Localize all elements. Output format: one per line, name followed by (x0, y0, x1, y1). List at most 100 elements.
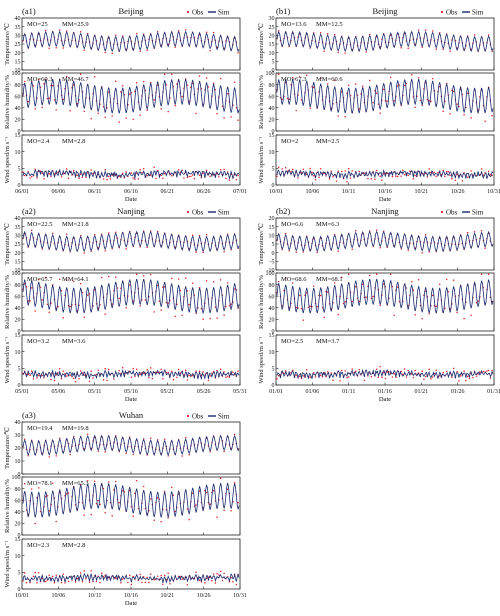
obs-point (172, 378, 175, 381)
obs-point (46, 494, 49, 497)
y-tick-label: 40 (15, 216, 21, 222)
obs-point (300, 307, 303, 310)
y-axis-label: Temperature/℃ (257, 223, 265, 265)
y-tick-label: 0 (272, 183, 275, 189)
x-tick-label: 06/11 (88, 189, 101, 195)
obs-point (277, 280, 280, 283)
obs-point (414, 106, 416, 109)
obs-point (375, 229, 378, 231)
x-tick-label: 10/11 (88, 593, 101, 599)
obs-point (118, 369, 120, 372)
obs-point (461, 180, 464, 182)
obs-point (487, 170, 490, 172)
y-tick-label: 60 (15, 94, 21, 100)
obs-point (163, 438, 166, 440)
y-axis-label: Wind speed/m s⁻¹ (258, 336, 265, 383)
obs-point (228, 179, 231, 181)
legend-sim-label: Sim (472, 209, 484, 217)
obs-point (104, 116, 106, 119)
obs-point (44, 29, 47, 32)
obs-point (58, 29, 61, 31)
obs-point (466, 176, 469, 178)
legend-obs-marker (440, 10, 444, 14)
obs-point (340, 276, 343, 279)
obs-point (396, 85, 399, 87)
obs-point (72, 170, 75, 172)
obs-point (29, 374, 31, 377)
obs-point (151, 377, 154, 380)
obs-point (433, 171, 436, 174)
obs-point (228, 305, 231, 307)
obs-point (64, 372, 66, 375)
obs-point (51, 482, 54, 485)
obs-point (223, 168, 225, 171)
obs-point (431, 294, 434, 297)
obs-point (451, 177, 453, 180)
obs-point (340, 369, 343, 372)
obs-point (237, 174, 239, 177)
obs-point (226, 375, 229, 378)
y-tick-label: 100 (266, 271, 275, 277)
obs-point (60, 377, 63, 380)
legend-obs-marker (440, 210, 444, 214)
obs-point (102, 178, 105, 180)
stat-mo: MO=6.6 (281, 221, 304, 228)
obs-point (23, 80, 26, 83)
obs-point (419, 99, 422, 102)
obs-point (487, 34, 490, 36)
obs-point (218, 176, 220, 178)
obs-point (86, 171, 89, 174)
obs-point (312, 174, 315, 177)
stat-mo: MO=65.7 (27, 276, 53, 283)
obs-point (316, 251, 318, 254)
obs-point (186, 584, 189, 586)
y-tick-label: 30 (15, 433, 21, 439)
y-tick-label: 40 (269, 106, 275, 112)
obs-point (311, 171, 313, 174)
obs-point (463, 370, 465, 372)
y-tick-label: 40 (15, 510, 21, 516)
obs-point (181, 169, 183, 172)
x-tick-label: 01/21 (414, 389, 428, 395)
obs-point (55, 455, 57, 457)
obs-point (237, 501, 239, 504)
y-tick-label: 15 (15, 60, 21, 66)
obs-point (139, 573, 141, 576)
obs-point (354, 83, 357, 85)
obs-point (417, 29, 420, 31)
obs-point (475, 302, 478, 304)
obs-point (226, 93, 229, 95)
obs-point (44, 580, 47, 583)
series-sim-line (276, 278, 494, 314)
obs-point (53, 379, 56, 382)
obs-point (69, 109, 71, 112)
x-axis-label: Date (125, 600, 137, 607)
obs-point (233, 81, 236, 83)
obs-point (34, 522, 36, 525)
obs-point (414, 174, 416, 177)
stat-mm: MM=3.6 (62, 338, 86, 345)
obs-point (202, 318, 204, 320)
obs-point (30, 370, 33, 372)
obs-point (456, 173, 458, 176)
obs-point (60, 290, 63, 292)
stat-mo: MO=2.3 (27, 542, 49, 549)
obs-point (23, 282, 26, 285)
stat-mm: MM=2.8 (62, 542, 85, 549)
obs-point (382, 283, 385, 285)
obs-point (205, 279, 208, 282)
subplot-wind: 0 5 10 15 Wind speed/m s⁻¹ 06/01 06/06 06/11 06/… (4, 133, 247, 203)
obs-point (475, 375, 478, 377)
series-sim-line (22, 168, 240, 180)
obs-point (344, 170, 346, 172)
obs-point (423, 378, 425, 381)
obs-point (69, 305, 71, 308)
series-obs (276, 273, 493, 321)
obs-point (379, 247, 381, 249)
obs-point (113, 378, 115, 380)
obs-point (454, 179, 457, 182)
obs-point (223, 509, 225, 512)
obs-point (99, 503, 101, 506)
obs-point (167, 517, 169, 519)
obs-point (424, 233, 427, 236)
